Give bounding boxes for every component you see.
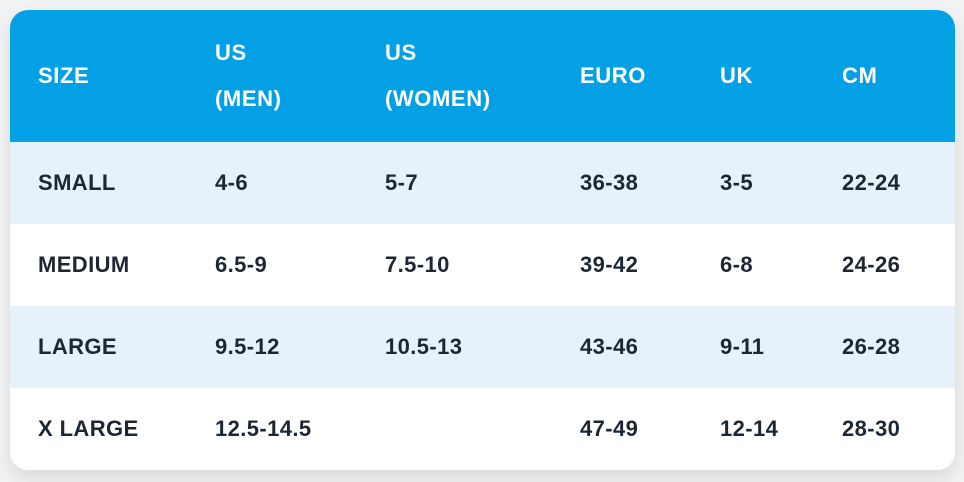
cell-euro: 47-49 [580,416,639,441]
header-cell-uk: UK [720,53,842,99]
cell-uk: 12-14 [720,416,779,441]
header-cell-cm: CM [842,53,955,99]
cell-uk: 6-8 [720,252,753,277]
cell-us-men: 12.5-14.5 [215,416,312,441]
cell-cm: 24-26 [842,252,901,277]
cell-us-women: 10.5-13 [385,334,463,359]
cell-euro: 36-38 [580,170,639,195]
cell-us-men: 4-6 [215,170,248,195]
table-row-medium: MEDIUM 6.5-9 7.5-10 39-42 6-8 24-26 [10,224,955,306]
cell-cm: 28-30 [842,416,901,441]
cell-euro: 43-46 [580,334,639,359]
table-header-row: SIZE US (MEN) US (WOMEN) EURO UK CM [10,10,955,142]
header-label: CM [842,63,878,88]
cell-us-men: 9.5-12 [215,334,280,359]
header-label: UK [720,63,753,88]
header-label-line2: (WOMEN) [385,86,491,111]
table-row-large: LARGE 9.5-12 10.5-13 43-46 9-11 26-28 [10,306,955,388]
cell-cm: 26-28 [842,334,901,359]
header-cell-size: SIZE [38,53,215,99]
cell-us-men: 6.5-9 [215,252,268,277]
cell-size: SMALL [38,170,116,195]
header-label-line2: (MEN) [215,86,282,111]
cell-us-women: 5-7 [385,170,418,195]
cell-euro: 39-42 [580,252,639,277]
header-cell-us-women: US (WOMEN) [385,30,580,122]
header-cell-us-men: US (MEN) [215,30,385,122]
cell-cm: 22-24 [842,170,901,195]
table-row-small: SMALL 4-6 5-7 36-38 3-5 22-24 [10,142,955,224]
cell-size: LARGE [38,334,117,359]
header-cell-euro: EURO [580,53,720,99]
cell-size: MEDIUM [38,252,130,277]
header-label: SIZE [38,63,90,88]
size-chart-table: SIZE US (MEN) US (WOMEN) EURO UK CM SMAL… [10,10,955,470]
header-label-line1: US [215,40,247,65]
header-label: EURO [580,63,646,88]
cell-size: X LARGE [38,416,139,441]
cell-uk: 9-11 [720,334,765,359]
cell-us-women: 7.5-10 [385,252,450,277]
table-row-x-large: X LARGE 12.5-14.5 47-49 12-14 28-30 [10,388,955,470]
cell-uk: 3-5 [720,170,753,195]
header-label-line1: US [385,40,417,65]
